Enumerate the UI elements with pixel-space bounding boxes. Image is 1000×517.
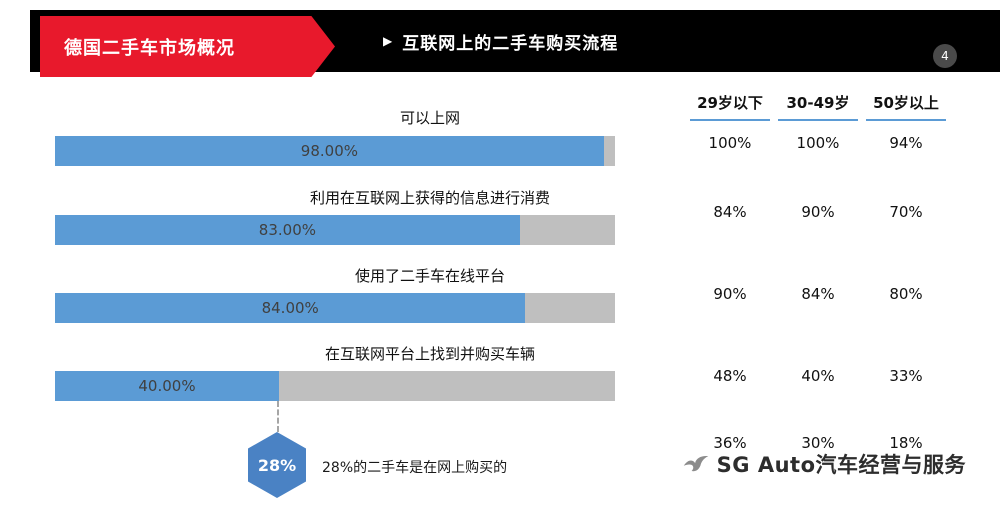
title-ribbon: 德国二手车市场概况 — [40, 16, 335, 77]
bar-label: 可以上网 — [399, 109, 460, 127]
table-cell: 90% — [713, 285, 747, 303]
bird-logo-icon — [683, 455, 708, 472]
bar-label: 使用了二手车在线平台 — [354, 267, 505, 285]
table-column-header: 29岁以下 — [690, 92, 770, 121]
bar-fill: 84.00% — [55, 293, 526, 323]
watermark-text: SG Auto汽车经营与服务 — [716, 453, 966, 477]
bar-value-label: 83.00% — [258, 221, 316, 239]
bar-fill: 40.00% — [55, 371, 279, 401]
table-cell: 100% — [708, 134, 752, 152]
table-cell: 30% — [801, 434, 835, 452]
table-column-header: 50岁以上 — [866, 92, 946, 121]
table-cell: 36% — [713, 434, 747, 452]
bar-track: 98.00% — [55, 136, 615, 166]
watermark-logo: SG Auto汽车经营与服务 — [682, 449, 966, 479]
callout-value: 28% — [257, 455, 297, 475]
callout-dashed-line — [277, 401, 279, 432]
bar-track: 40.00% — [55, 371, 615, 401]
table-row: 48% 40% 33% — [690, 367, 946, 385]
page-number-badge: 4 — [933, 44, 957, 68]
table-column-header: 30-49岁 — [778, 92, 858, 121]
bar-value-label: 98.00% — [300, 142, 358, 160]
bar-label: 在互联网平台上找到并购买车辆 — [324, 345, 535, 363]
callout-hexagon: 28% — [248, 432, 306, 498]
table-cell: 84% — [801, 285, 835, 303]
table-cell: 80% — [889, 285, 923, 303]
bar-fill: 83.00% — [55, 215, 520, 245]
age-table-header: 29岁以下 30-49岁 50岁以上 — [690, 92, 946, 121]
banner-title: 德国二手车市场概况 — [64, 37, 235, 59]
table-row: 84% 90% 70% — [690, 203, 946, 221]
bar-fill: 98.00% — [55, 136, 604, 166]
triangle-bullet-icon: ▶ — [383, 34, 393, 48]
callout-text: 28%的二手车是在网上购买的 — [322, 460, 508, 476]
table-cell: 33% — [889, 367, 923, 385]
table-row: 90% 84% 80% — [690, 285, 946, 303]
bar-label: 利用在互联网上获得的信息进行消费 — [309, 189, 550, 207]
table-row: 100% 100% 94% — [690, 134, 946, 152]
section-title-text: 互联网上的二手车购买流程 — [402, 33, 619, 54]
table-cell: 40% — [801, 367, 835, 385]
table-cell: 94% — [889, 134, 923, 152]
bar-value-label: 84.00% — [261, 299, 319, 317]
table-cell: 48% — [713, 367, 747, 385]
table-cell: 18% — [889, 434, 923, 452]
bar-track: 84.00% — [55, 293, 615, 323]
table-cell: 70% — [889, 203, 923, 221]
table-row: 36% 30% 18% — [690, 434, 946, 452]
table-cell: 90% — [801, 203, 835, 221]
section-title: ▶ 互联网上的二手车购买流程 — [383, 10, 618, 72]
bar-value-label: 40.00% — [138, 377, 196, 395]
bar-track: 83.00% — [55, 215, 615, 245]
table-cell: 100% — [796, 134, 840, 152]
table-cell: 84% — [713, 203, 747, 221]
